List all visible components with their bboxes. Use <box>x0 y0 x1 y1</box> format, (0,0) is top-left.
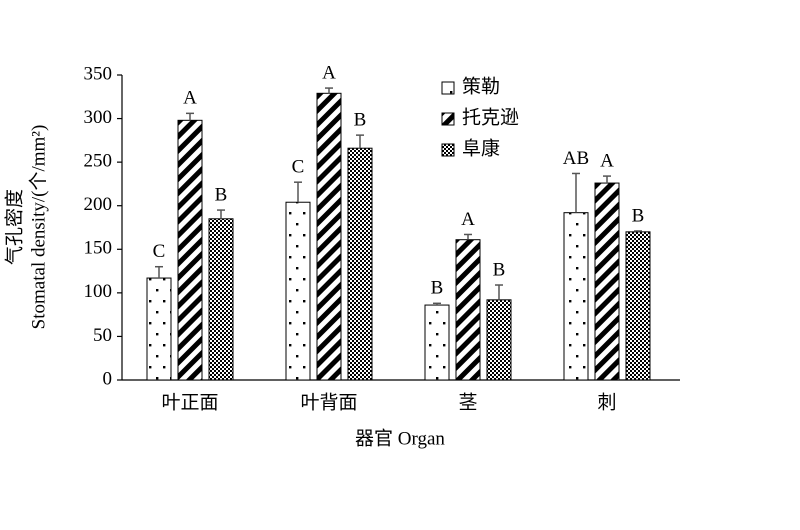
legend-label: 托克逊 <box>462 106 519 128</box>
y-tick-label: 100 <box>84 281 113 302</box>
significance-letter: A <box>322 62 336 83</box>
x-axis-label: 器官 Organ <box>355 427 445 449</box>
bar <box>285 201 311 381</box>
y-tick-label: 350 <box>84 63 113 84</box>
legend-swatch <box>441 112 455 126</box>
significance-letter: C <box>292 157 305 178</box>
significance-letter: B <box>632 205 645 226</box>
x-tick-label: 叶背面 <box>300 391 357 413</box>
bar <box>455 239 481 381</box>
y-tick-label: 0 <box>103 368 113 389</box>
significance-letter: AB <box>563 148 589 169</box>
significance-letter: A <box>600 150 614 171</box>
x-tick-label: 刺 <box>597 391 616 413</box>
legend-swatch <box>441 143 455 157</box>
significance-letter: A <box>461 209 475 230</box>
y-axis-label: 气孔密度 <box>3 189 25 265</box>
x-tick-label: 叶正面 <box>161 391 218 413</box>
bar <box>594 182 620 381</box>
significance-letter: B <box>215 184 228 205</box>
legend-swatch <box>441 81 455 95</box>
significance-letter: C <box>153 241 166 262</box>
bar <box>146 277 172 381</box>
bar <box>347 147 373 381</box>
significance-letter: B <box>354 109 367 130</box>
y-tick-label: 50 <box>93 325 112 346</box>
bar <box>424 304 450 381</box>
y-tick-label: 200 <box>84 194 113 215</box>
bar <box>563 212 589 381</box>
bar <box>208 218 234 381</box>
bar <box>486 299 512 381</box>
bar <box>177 119 203 381</box>
legend-label: 策勒 <box>462 75 500 97</box>
significance-letter: B <box>431 278 444 299</box>
significance-letter: B <box>493 259 506 280</box>
y-axis-label: Stomatal density/(个/mm²) <box>27 125 49 330</box>
y-tick-label: 300 <box>84 107 113 128</box>
bar <box>625 231 651 381</box>
x-tick-label: 茎 <box>458 391 477 413</box>
significance-letter: A <box>183 88 197 109</box>
y-tick-label: 250 <box>84 151 113 172</box>
legend-label: 阜康 <box>462 137 500 159</box>
bar <box>316 92 342 381</box>
y-tick-label: 150 <box>84 238 113 259</box>
